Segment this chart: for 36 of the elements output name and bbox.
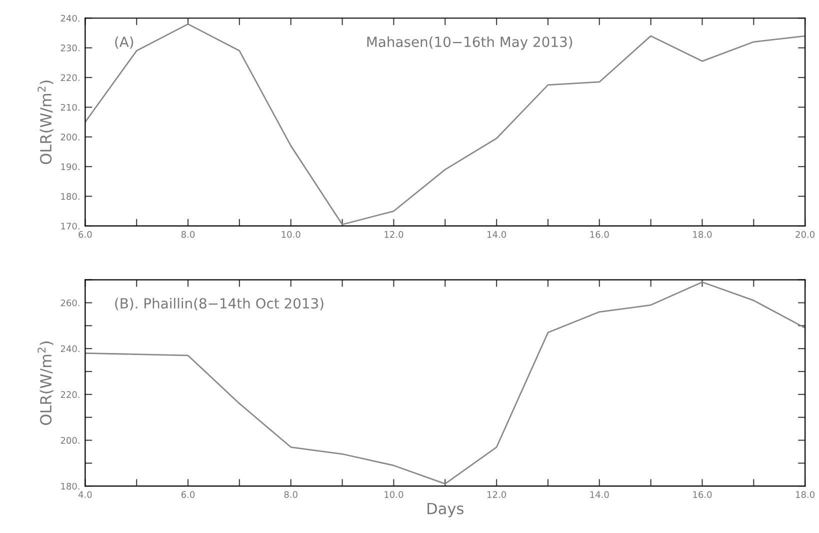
x-tick-label: 8.0 [284,491,298,498]
x-tick-label: 18.0 [693,231,712,238]
x-tick-label: 20.0 [796,231,815,238]
y-tick-label: 240. [60,345,80,352]
y-tick-label: 210. [60,104,80,111]
y-tick-label: 170. [61,222,80,230]
x-tick-label: 6.0 [181,491,195,498]
x-axis-title: Days [428,502,464,518]
x-tick-label: 14.0 [590,491,609,498]
y-tick-label: 240. [60,14,80,22]
x-tick-label: 8.0 [181,231,195,238]
y-tick-label: 180. [61,482,80,490]
x-tick-label: 14.0 [487,231,506,238]
annotation: (B). Phaillin(8−14th Oct 2013) [115,298,324,310]
x-tick-label: 16.0 [693,491,712,498]
y-tick-label: 200. [60,134,80,140]
x-tick-label: 12.0 [384,231,404,238]
y-tick-label: 220. [60,74,80,82]
y-tick-label: 200. [60,436,80,444]
y-tick-label: 220. [60,391,80,398]
y-axis-title: OLR(W/m$^{2}$) [38,80,54,164]
x-tick-label: 16.0 [590,231,609,238]
line-series [85,281,806,484]
x-tick-label: 6.0 [78,231,92,238]
annotation: Mahasen(10−16th May 2013) [367,36,572,50]
y-tick-label: 190. [61,163,80,170]
y-tick-label: 260. [60,299,80,306]
y-tick-label: 180. [61,193,80,200]
x-tick-label: 4.0 [78,491,92,498]
x-tick-label: 10.0 [282,231,300,238]
x-tick-label: 12.0 [487,491,506,498]
y-axis-title: OLR(W/m$^{2}$) [38,342,54,425]
y-tick-label: 230. [60,44,80,52]
annotation: (A) [115,36,134,49]
x-tick-label: 18.0 [796,491,815,498]
x-tick-label: 10.0 [384,491,404,498]
